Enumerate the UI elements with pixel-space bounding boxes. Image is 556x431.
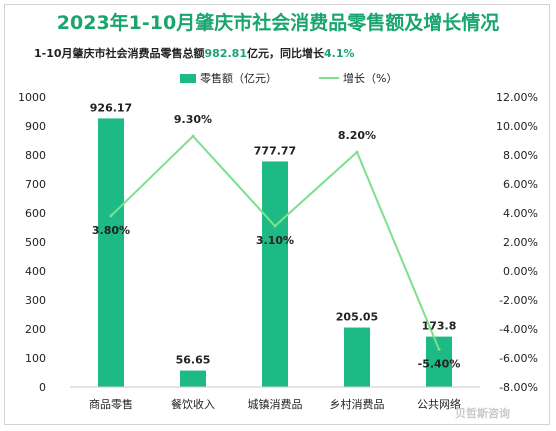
growth-value-label: 9.30% xyxy=(174,113,212,126)
growth-point xyxy=(437,347,441,351)
y-right-tick-label: -2.00% xyxy=(499,294,538,307)
y-right-tick-label: -6.00% xyxy=(499,352,538,365)
y-right-tick-label: 12.00% xyxy=(496,91,538,104)
legend-bar-swatch xyxy=(180,73,196,83)
chart-subtitle: 1-10月肇庆市社会消费品零售总额982.81亿元，同比增长4.1% xyxy=(34,45,355,61)
y-left-tick-label: 700 xyxy=(25,178,46,191)
bar-value-label: 56.65 xyxy=(176,354,211,367)
y-left-tick-label: 300 xyxy=(25,294,46,307)
y-left-tick-label: 1000 xyxy=(18,91,46,104)
bar xyxy=(426,336,452,387)
y-left-tick-label: 100 xyxy=(25,352,46,365)
growth-point xyxy=(109,214,113,218)
y-right-tick-label: 0.00% xyxy=(503,265,538,278)
y-right-tick-label: 6.00% xyxy=(503,178,538,191)
growth-value-label: 3.80% xyxy=(92,224,130,237)
growth-value-label: -5.40% xyxy=(418,357,461,370)
y-right-tick-label: 2.00% xyxy=(503,236,538,249)
y-right-tick-label: -4.00% xyxy=(499,323,538,336)
legend-bar-label: 零售额（亿元） xyxy=(200,72,277,85)
y-left-tick-label: 0 xyxy=(39,381,46,394)
bar xyxy=(262,161,288,387)
legend-line-swatch xyxy=(319,77,339,79)
growth-point xyxy=(355,150,359,154)
subtitle-mid: 亿元，同比增长 xyxy=(246,47,324,60)
y-right-tick-label: -8.00% xyxy=(499,381,538,394)
bar-value-label: 173.8 xyxy=(422,320,457,333)
legend-line-label: 增长（%） xyxy=(343,72,398,85)
y-right-tick-label: 4.00% xyxy=(503,207,538,220)
growth-point xyxy=(191,134,195,138)
bar xyxy=(98,118,124,387)
y-right-tick-label: 10.00% xyxy=(496,120,538,133)
watermark: 贝哲斯咨询 xyxy=(455,407,510,420)
x-tick-label: 城镇消费品 xyxy=(248,397,303,411)
y-left-tick-label: 500 xyxy=(25,236,46,249)
y-left-tick-label: 600 xyxy=(25,207,46,220)
x-tick-label: 公共网络 xyxy=(417,397,461,411)
subtitle-total: 982.81 xyxy=(204,47,247,60)
bar-value-label: 205.05 xyxy=(336,311,378,324)
bar-value-label: 777.77 xyxy=(254,144,296,157)
y-left-tick-label: 900 xyxy=(25,120,46,133)
y-left-tick-label: 800 xyxy=(25,149,46,162)
x-tick-label: 餐饮收入 xyxy=(171,397,215,411)
bar xyxy=(180,370,206,387)
growth-point xyxy=(273,224,277,228)
y-left-tick-label: 200 xyxy=(25,323,46,336)
bar xyxy=(344,327,370,387)
growth-value-label: 3.10% xyxy=(256,234,294,247)
x-tick-label: 商品零售 xyxy=(89,397,133,411)
bar-value-label: 926.17 xyxy=(90,101,132,114)
chart-title: 2023年1-10月肇庆市社会消费品零售额及增长情况 xyxy=(56,12,500,34)
x-tick-label: 乡村消费品 xyxy=(330,397,385,411)
chart-legend: 零售额（亿元） 增长（%） xyxy=(180,70,397,86)
growth-value-label: 8.20% xyxy=(338,129,376,142)
y-right-tick-label: 8.00% xyxy=(503,149,538,162)
subtitle-prefix: 1-10月肇庆市社会消费品零售总额 xyxy=(34,47,205,60)
subtitle-growth: 4.1% xyxy=(323,47,355,60)
y-left-tick-label: 400 xyxy=(25,265,46,278)
